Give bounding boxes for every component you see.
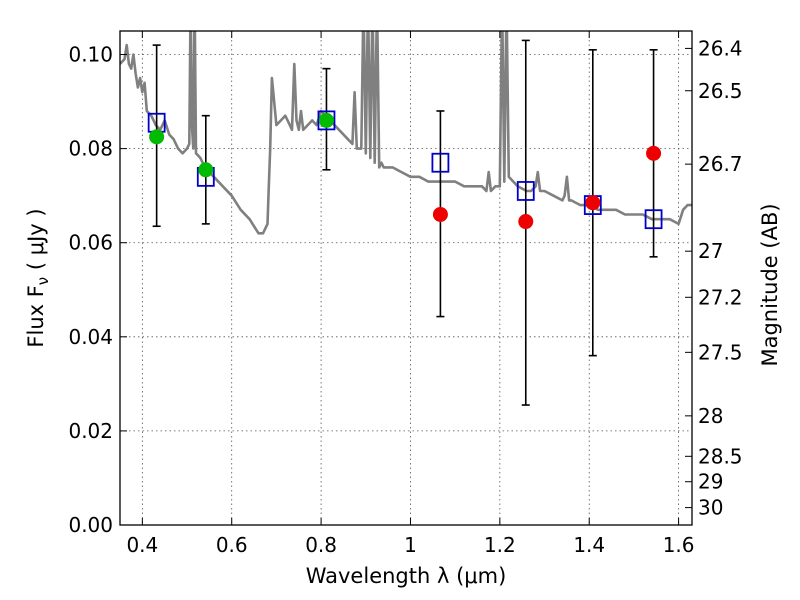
y2-tick-label: 27.5: [698, 340, 743, 364]
y-axis-title-unit: ( μJy ): [24, 208, 48, 276]
observed-point: [198, 162, 214, 178]
y2-tick-label: 26.4: [698, 36, 743, 60]
y-tick-label: 0.06: [68, 231, 113, 255]
y-axis-title-sub: ν: [34, 277, 52, 285]
sed-line: [120, 31, 692, 235]
x-tick-label: 0.6: [216, 533, 248, 557]
y-tick-label: 0.08: [68, 137, 113, 161]
y2-tick-label: 30: [698, 496, 723, 520]
y-tick-label: 0.04: [68, 325, 113, 349]
y2-tick-label: 29: [698, 470, 723, 494]
y-tick-label: 0.00: [68, 513, 113, 537]
model-photometry-square: [516, 181, 535, 201]
y2-axis-title: Magnitude (AB): [758, 203, 782, 366]
y2-tick-label: 27: [698, 239, 723, 263]
observed-point: [149, 129, 165, 145]
observed-point: [518, 214, 534, 230]
model-photometry-square: [644, 209, 663, 230]
grid: [120, 31, 692, 526]
model-photometry-square: [317, 110, 336, 131]
y2-tick-label: 26.5: [698, 79, 743, 103]
y2-tick-label: 28: [698, 404, 723, 428]
x-tick-label: 0.8: [305, 533, 337, 557]
plot-area: [120, 31, 692, 406]
observed-point: [318, 112, 334, 128]
y-axis-title-main: Flux F: [24, 285, 48, 347]
y2-tick-label: 27.2: [698, 285, 743, 309]
y2-tick-label: 26.7: [698, 152, 743, 176]
y2-tick-label: 28.5: [698, 444, 743, 468]
observed-point: [646, 145, 662, 161]
model-photometry-square: [431, 152, 450, 173]
x-tick-label: 1.6: [663, 533, 695, 557]
axes-frame: [119, 30, 693, 526]
x-tick-label: 1.2: [484, 533, 516, 557]
observed-point: [432, 206, 448, 222]
x-tick-label: 1: [404, 533, 417, 557]
y-tick-label: 0.02: [68, 419, 113, 443]
x-tick-label: 1.4: [573, 533, 605, 557]
ticks: 0.4 0.6 0.8 1 1.2 1.4 1.6 0.00 0.02 0.04 0.06 0.08 0…: [68, 31, 743, 557]
observed-point: [585, 195, 601, 211]
y-tick-label: 0.10: [68, 43, 113, 67]
x-tick-label: 0.4: [126, 533, 158, 557]
y-axis-title: Flux Fν ( μJy ): [24, 208, 52, 347]
x-axis-title: Wavelength λ (μm): [306, 564, 507, 588]
